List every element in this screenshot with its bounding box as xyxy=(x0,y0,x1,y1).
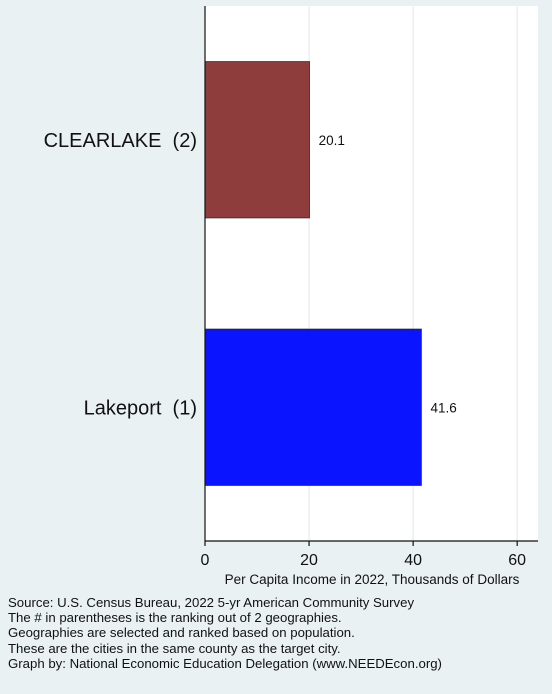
bar-1 xyxy=(204,328,422,486)
note-selection: Geographies are selected and ranked base… xyxy=(8,625,355,641)
x-axis-ticks: 0 20 40 60 xyxy=(201,541,526,569)
category-label-0: CLEARLAKE (2) xyxy=(44,130,197,152)
value-labels: 20.1 41.6 xyxy=(319,133,457,416)
note-scope: These are the cities in the same county … xyxy=(8,640,341,656)
value-label-0: 20.1 xyxy=(319,133,345,148)
value-label-1: 41.6 xyxy=(430,400,456,415)
category-labels: CLEARLAKE (2) Lakeport (1) xyxy=(44,130,197,420)
bar-chart: 20.1 41.6 CLEARLAKE (2) Lakeport (1) 0 20 40… xyxy=(43,6,538,587)
x-tick-label-0: 0 xyxy=(201,552,210,569)
x-tick-label-1: 20 xyxy=(300,552,318,569)
x-tick-label-2: 40 xyxy=(404,552,422,569)
bars xyxy=(204,61,422,486)
x-tick-label-3: 60 xyxy=(508,552,526,569)
x-axis-label: Per Capita Income in 2022, Thousands of … xyxy=(225,572,520,587)
note-ranking: The # in parentheses is the ranking out … xyxy=(8,610,342,626)
note-credit: Graph by: National Economic Education De… xyxy=(8,655,442,671)
note-source: Source: U.S. Census Bureau, 2022 5-yr Am… xyxy=(8,595,415,610)
axes xyxy=(204,6,538,542)
source-notes: Source: U.S. Census Bureau, 2022 5-yr Am… xyxy=(8,595,442,671)
category-label-1: Lakeport (1) xyxy=(84,397,197,419)
bar-0 xyxy=(204,61,310,219)
